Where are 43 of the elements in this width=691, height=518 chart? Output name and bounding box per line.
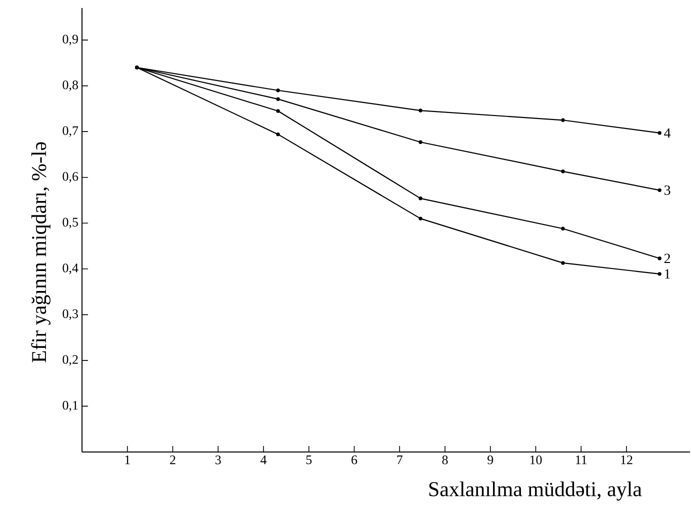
x-tick-label: 7 (397, 456, 402, 464)
point (418, 216, 422, 220)
series-label: 3 (664, 185, 670, 195)
x-axis-title: Saxlanılma müddəti, ayla (429, 482, 642, 501)
x-tick-label: 5 (306, 456, 312, 464)
point (561, 261, 565, 265)
y-tick-label: 0,4 (62, 264, 78, 274)
y-tick-label: 0,9 (62, 34, 78, 46)
point (418, 108, 422, 112)
x-tick-label: 9 (488, 456, 494, 464)
y-tick-label: 0,2 (62, 355, 78, 366)
point (276, 88, 280, 92)
x-tick-label: 10 (530, 456, 542, 464)
series-label: 1 (665, 269, 670, 279)
x-tick-label: 1 (125, 456, 130, 464)
point (276, 97, 280, 101)
point (561, 170, 565, 174)
y-tick-label: 0,6 (62, 172, 78, 183)
series-label: 2 (664, 254, 670, 264)
series-label: 4 (664, 128, 671, 138)
x-tick-label: 2 (170, 456, 176, 464)
x-tick-label: 4 (260, 456, 267, 464)
y-axis-title: Efir yağının miqdarı, %-lə (31, 142, 50, 362)
point (658, 272, 662, 276)
point (418, 140, 422, 144)
point (561, 118, 565, 122)
point (276, 132, 280, 136)
y-tick-label: 0,7 (62, 126, 78, 137)
point (658, 131, 662, 135)
point (418, 196, 422, 200)
y-tick-label: 0,3 (62, 309, 78, 320)
point (276, 109, 280, 113)
y-tick-label: 0,5 (62, 218, 78, 228)
y-tick-label: 0,1 (62, 400, 78, 412)
point (658, 188, 662, 192)
x-tick-label: 3 (216, 456, 221, 464)
point (561, 226, 565, 230)
point (658, 256, 662, 260)
x-tick-label: 6 (352, 456, 358, 464)
x-tick-label: 11 (576, 456, 587, 464)
x-tick-label: 8 (442, 456, 448, 464)
x-tick-label: 12 (621, 456, 632, 464)
y-tick-label: 0,8 (62, 80, 78, 92)
